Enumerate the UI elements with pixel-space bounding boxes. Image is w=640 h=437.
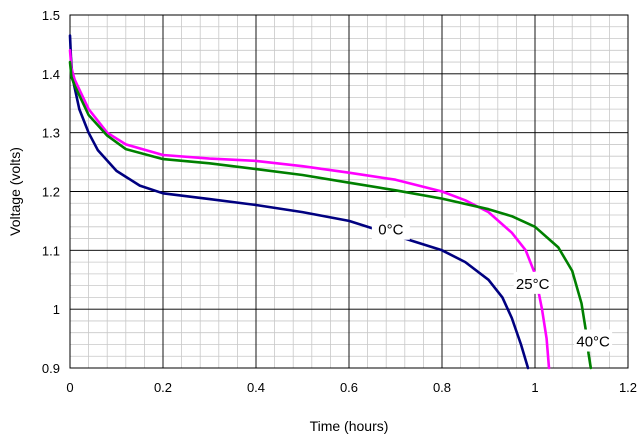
series-line-1 — [68, 49, 551, 370]
series-layer — [68, 34, 593, 370]
x-tick-label: 0.2 — [154, 380, 172, 395]
x-tick-label: 0 — [66, 380, 73, 395]
y-tick-label: 1.2 — [42, 185, 60, 200]
x-tick-label: 0.8 — [433, 380, 451, 395]
x-tick-label: 1 — [531, 380, 538, 395]
series-label: 0°C — [378, 222, 403, 239]
x-tick-label: 0.6 — [340, 380, 358, 395]
x-tick-label: 0.4 — [247, 380, 265, 395]
y-tick-label: 0.9 — [42, 361, 60, 376]
series-label-background — [574, 329, 613, 352]
series-label-background — [513, 271, 552, 294]
y-tick-label: 1.4 — [42, 67, 60, 82]
y-tick-label: 1 — [53, 302, 60, 317]
y-tick-label: 1.3 — [42, 126, 60, 141]
series-label: 40°C — [576, 334, 610, 351]
tick-labels: 0 0.2 0.4 0.6 0.8 1 1.2 0.9 1 1.1 1.2 1.3 1.4 1.5 — [42, 8, 637, 395]
series-label: 25°C — [516, 276, 550, 293]
x-tick-label: 1.2 — [619, 380, 637, 395]
y-tick-label: 1.1 — [42, 243, 60, 258]
y-axis-title: Voltage (volts) — [7, 147, 23, 236]
series-labels: 0°C 25°C 40°C — [371, 217, 613, 352]
y-tick-label: 1.5 — [42, 8, 60, 23]
series-line-0 — [68, 34, 530, 370]
plot-area-frame — [69, 14, 629, 369]
series-line-2 — [68, 60, 593, 370]
series-label-background — [371, 217, 410, 240]
x-axis-title: Time (hours) — [310, 418, 389, 434]
